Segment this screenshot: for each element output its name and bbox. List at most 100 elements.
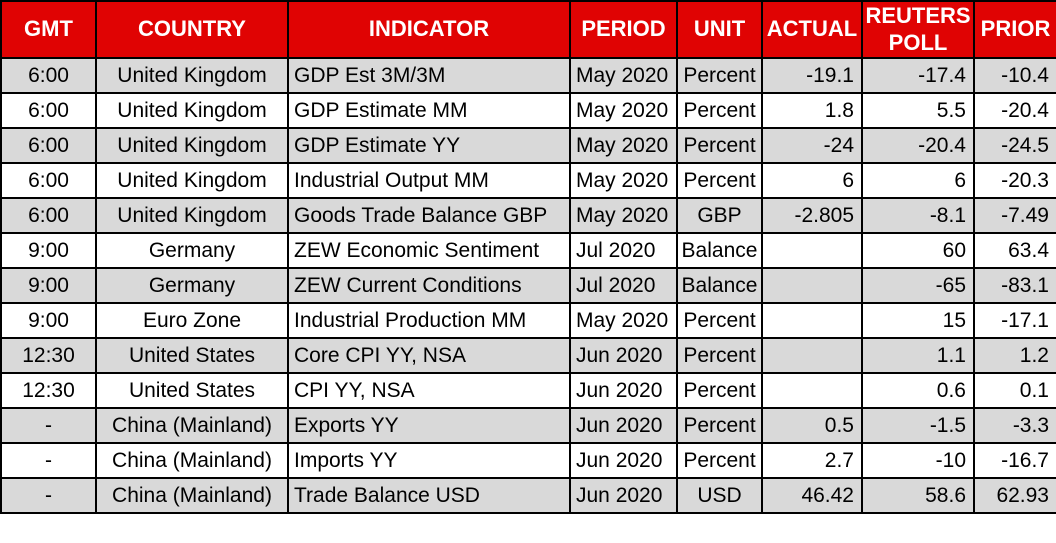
cell-country: China (Mainland) xyxy=(95,477,289,514)
cell-unit: Percent xyxy=(676,127,763,164)
cell-prior: -3.3 xyxy=(973,407,1056,444)
cell-indicator: Imports YY xyxy=(287,442,571,479)
cell-reuters-poll: 0.6 xyxy=(861,372,975,409)
cell-gmt: - xyxy=(0,477,97,514)
economic-calendar-table: GMT COUNTRY INDICATOR PERIOD UNIT ACTUAL REUTE… xyxy=(0,0,1056,514)
cell-actual: -2.805 xyxy=(761,197,863,234)
cell-period: Jun 2020 xyxy=(569,477,678,514)
cell-prior: -10.4 xyxy=(973,57,1056,94)
cell-actual xyxy=(761,232,863,269)
table-row: - China (Mainland) Trade Balance USD Jun 20… xyxy=(0,477,1056,514)
cell-country: Germany xyxy=(95,267,289,304)
table-row: 6:00 United Kingdom GDP Est 3M/3M May 2020 P… xyxy=(0,57,1056,94)
cell-unit: Percent xyxy=(676,302,763,339)
cell-gmt: 6:00 xyxy=(0,127,97,164)
cell-prior: 63.4 xyxy=(973,232,1056,269)
cell-unit: Percent xyxy=(676,442,763,479)
cell-period: Jun 2020 xyxy=(569,372,678,409)
cell-country: United Kingdom xyxy=(95,57,289,94)
cell-unit: Percent xyxy=(676,337,763,374)
cell-unit: Percent xyxy=(676,57,763,94)
column-header-indicator: INDICATOR xyxy=(287,0,571,59)
cell-period: May 2020 xyxy=(569,197,678,234)
cell-country: United States xyxy=(95,372,289,409)
table-row: 6:00 United Kingdom Industrial Output MM Ma… xyxy=(0,162,1056,199)
cell-period: Jun 2020 xyxy=(569,407,678,444)
cell-actual: 0.5 xyxy=(761,407,863,444)
cell-actual: -19.1 xyxy=(761,57,863,94)
table-header: GMT COUNTRY INDICATOR PERIOD UNIT ACTUAL REUTE… xyxy=(0,0,1056,59)
cell-period: May 2020 xyxy=(569,162,678,199)
table-row: 9:00 Germany ZEW Economic Sentiment Jul 202… xyxy=(0,232,1056,269)
cell-reuters-poll: -20.4 xyxy=(861,127,975,164)
table-row: 9:00 Euro Zone Industrial Production MM May… xyxy=(0,302,1056,339)
cell-period: Jun 2020 xyxy=(569,337,678,374)
cell-actual: 2.7 xyxy=(761,442,863,479)
cell-indicator: GDP Estimate MM xyxy=(287,92,571,129)
cell-indicator: CPI YY, NSA xyxy=(287,372,571,409)
cell-unit: USD xyxy=(676,477,763,514)
cell-unit: Percent xyxy=(676,407,763,444)
cell-prior: 0.1 xyxy=(973,372,1056,409)
cell-actual xyxy=(761,267,863,304)
cell-reuters-poll: -10 xyxy=(861,442,975,479)
table-row: 6:00 United Kingdom Goods Trade Balance GB… xyxy=(0,197,1056,234)
cell-period: May 2020 xyxy=(569,302,678,339)
cell-unit: GBP xyxy=(676,197,763,234)
cell-country: United Kingdom xyxy=(95,92,289,129)
cell-prior: -24.5 xyxy=(973,127,1056,164)
cell-unit: Percent xyxy=(676,162,763,199)
cell-period: May 2020 xyxy=(569,57,678,94)
cell-prior: 62.93 xyxy=(973,477,1056,514)
cell-reuters-poll: -8.1 xyxy=(861,197,975,234)
cell-country: Germany xyxy=(95,232,289,269)
column-header-unit: UNIT xyxy=(676,0,763,59)
cell-prior: 1.2 xyxy=(973,337,1056,374)
cell-country: United Kingdom xyxy=(95,197,289,234)
cell-period: Jul 2020 xyxy=(569,232,678,269)
cell-gmt: - xyxy=(0,442,97,479)
cell-gmt: - xyxy=(0,407,97,444)
cell-gmt: 6:00 xyxy=(0,92,97,129)
table-row: - China (Mainland) Imports YY Jun 2020 Perce… xyxy=(0,442,1056,479)
table-row: - China (Mainland) Exports YY Jun 2020 Perce… xyxy=(0,407,1056,444)
cell-period: May 2020 xyxy=(569,127,678,164)
cell-gmt: 9:00 xyxy=(0,232,97,269)
column-header-period: PERIOD xyxy=(569,0,678,59)
cell-reuters-poll: 5.5 xyxy=(861,92,975,129)
cell-actual xyxy=(761,337,863,374)
cell-prior: -16.7 xyxy=(973,442,1056,479)
cell-country: United States xyxy=(95,337,289,374)
cell-indicator: Trade Balance USD xyxy=(287,477,571,514)
cell-indicator: ZEW Current Conditions xyxy=(287,267,571,304)
cell-gmt: 6:00 xyxy=(0,162,97,199)
cell-gmt: 12:30 xyxy=(0,372,97,409)
cell-prior: -17.1 xyxy=(973,302,1056,339)
cell-actual xyxy=(761,372,863,409)
cell-gmt: 9:00 xyxy=(0,267,97,304)
cell-country: China (Mainland) xyxy=(95,442,289,479)
cell-country: China (Mainland) xyxy=(95,407,289,444)
table-row: 6:00 United Kingdom GDP Estimate YY May 202… xyxy=(0,127,1056,164)
cell-actual: 6 xyxy=(761,162,863,199)
cell-reuters-poll: -17.4 xyxy=(861,57,975,94)
cell-unit: Percent xyxy=(676,372,763,409)
header-row: GMT COUNTRY INDICATOR PERIOD UNIT ACTUAL REUTE… xyxy=(0,0,1056,59)
cell-reuters-poll: 1.1 xyxy=(861,337,975,374)
cell-indicator: ZEW Economic Sentiment xyxy=(287,232,571,269)
cell-gmt: 9:00 xyxy=(0,302,97,339)
column-header-reuters-poll: REUTERS POLL xyxy=(861,0,975,59)
cell-actual: 46.42 xyxy=(761,477,863,514)
cell-country: United Kingdom xyxy=(95,162,289,199)
cell-reuters-poll: 58.6 xyxy=(861,477,975,514)
cell-prior: -20.3 xyxy=(973,162,1056,199)
cell-period: Jun 2020 xyxy=(569,442,678,479)
cell-actual: 1.8 xyxy=(761,92,863,129)
cell-indicator: Exports YY xyxy=(287,407,571,444)
cell-prior: -20.4 xyxy=(973,92,1056,129)
table-row: 12:30 United States CPI YY, NSA Jun 2020 Per… xyxy=(0,372,1056,409)
cell-gmt: 6:00 xyxy=(0,197,97,234)
column-header-gmt: GMT xyxy=(0,0,97,59)
cell-actual: -24 xyxy=(761,127,863,164)
cell-prior: -7.49 xyxy=(973,197,1056,234)
